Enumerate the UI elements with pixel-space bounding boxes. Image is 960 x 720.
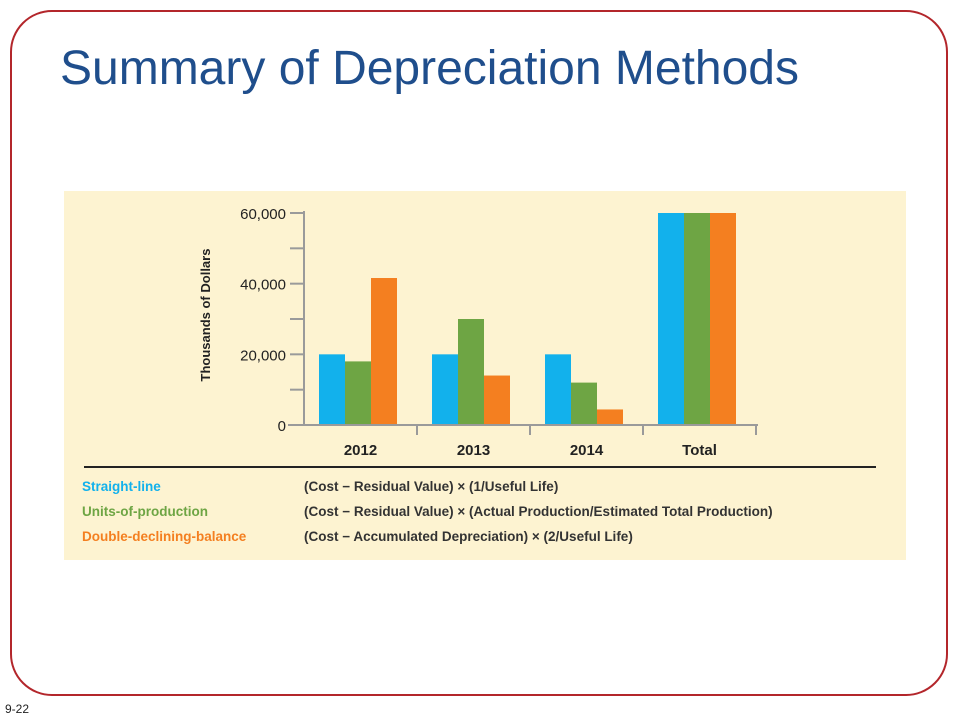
legend-name: Straight-line [82, 479, 161, 494]
bar-straight-line-2012 [319, 354, 345, 425]
y-tick-label: 60,000 [240, 206, 286, 223]
depreciation-bar-chart: 0 20,000 40,000 60,000 2012 2013 2014 Total Thou… [198, 206, 758, 459]
bar-double-declining-balance-total [710, 213, 736, 425]
bar-straight-line-total [658, 213, 684, 425]
x-tick-label: 2014 [570, 442, 604, 459]
slide-title: Summary of Depreciation Methods [60, 42, 799, 95]
y-tick-label: 40,000 [240, 277, 286, 294]
legend-name: Units-of-production [82, 504, 208, 519]
x-tick-label: 2013 [457, 442, 490, 459]
legend-formula: (Cost − Accumulated Depreciation) × (2/U… [304, 529, 633, 544]
bar-units-of-production-2014 [571, 382, 597, 425]
y-tick-label: 0 [278, 418, 286, 435]
chart-figure: 0 20,000 40,000 60,000 2012 2013 2014 Total Thou… [64, 191, 906, 560]
legend-name: Double-declining-balance [82, 529, 247, 544]
bar-straight-line-2014 [545, 354, 571, 425]
legend-formula: (Cost − Residual Value) × (1/Useful Life… [304, 479, 559, 494]
bar-units-of-production-2012 [345, 361, 371, 425]
bar-double-declining-balance-2012 [371, 278, 397, 425]
legend-formula: (Cost − Residual Value) × (Actual Produc… [304, 504, 773, 519]
legend-row-straight-line: Straight-line (Cost − Residual Value) × … [82, 479, 882, 501]
y-axis-title: Thousands of Dollars [198, 249, 213, 382]
slide-number: 9-22 [5, 702, 30, 716]
legend-divider [84, 466, 876, 468]
x-tick-label: 2012 [344, 442, 377, 459]
slide-frame [10, 10, 948, 696]
bar-double-declining-balance-2014 [597, 409, 623, 425]
x-tick-label: Total [682, 442, 717, 459]
bar-straight-line-2013 [432, 354, 458, 425]
legend-row-units-of-production: Units-of-production (Cost − Residual Val… [82, 504, 882, 526]
y-tick-label: 20,000 [240, 347, 286, 364]
legend-row-double-declining-balance: Double-declining-balance (Cost − Accumul… [82, 529, 882, 551]
bar-double-declining-balance-2013 [484, 375, 510, 425]
bar-units-of-production-total [684, 213, 710, 425]
bar-units-of-production-2013 [458, 319, 484, 425]
